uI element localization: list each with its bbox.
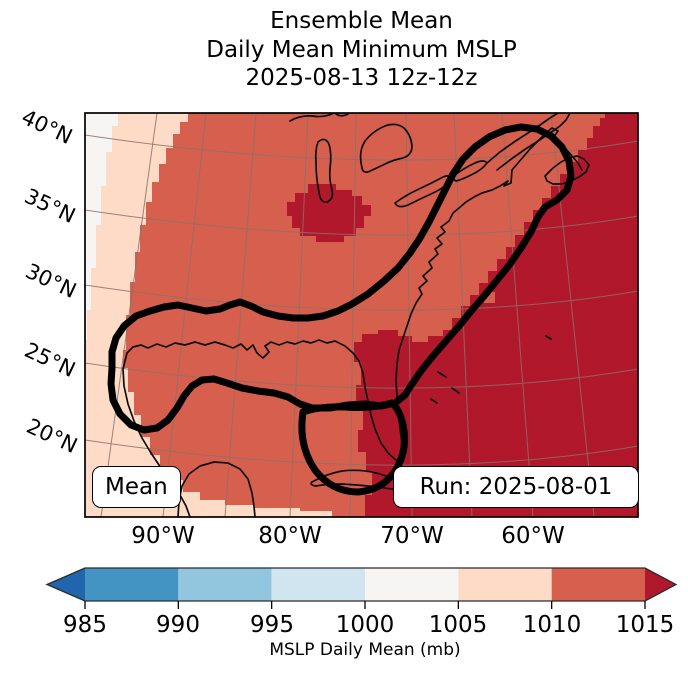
map-frame — [84, 112, 639, 518]
parallel-20n — [85, 439, 638, 466]
colorbar-seg-985-990 — [85, 568, 179, 601]
coast-yucatan — [177, 461, 256, 517]
lake-ontario — [452, 160, 488, 182]
coast-st-lawrence-north — [486, 113, 559, 164]
title-line-3: 2025-08-13 12z-12z — [245, 65, 478, 91]
fill-region-over-1015-midwest — [287, 184, 371, 242]
parallel-30n — [85, 284, 638, 311]
lake-michigan — [314, 138, 334, 203]
meridian-60w — [501, 113, 534, 517]
colorbar-tick-1015: 1015 — [615, 612, 675, 638]
colorbar-seg-1000-1005 — [365, 568, 459, 601]
run-annotation-box: Run: 2025-08-01 — [393, 466, 639, 508]
mean-contour — [107, 123, 575, 496]
mean-annotation-text: Mean — [105, 474, 168, 500]
title-line-2: Daily Mean Minimum MSLP — [206, 36, 517, 63]
lon-label-70w: 70°W — [380, 523, 444, 549]
colorbar-under-arrow — [47, 568, 85, 601]
islands-bahamas — [430, 335, 552, 404]
colorbar-tick-1005: 1005 — [428, 612, 488, 638]
colorbar-seg-995-1000 — [271, 568, 365, 601]
meridian-75w — [349, 113, 357, 517]
colorbar-over-arrow — [645, 568, 676, 601]
parallel-35n — [85, 209, 638, 236]
fill-region-1000-1005 — [85, 113, 118, 340]
mean-contour-main — [107, 123, 575, 434]
colorbar-tick-985: 985 — [63, 612, 107, 638]
run-annotation-text: Run: 2025-08-01 — [419, 474, 613, 500]
lake-huron — [359, 123, 413, 174]
meridian-55w — [550, 113, 595, 517]
colorbar — [45, 567, 678, 609]
title-line-1: Ensemble Mean — [270, 8, 453, 34]
lon-label-90w: 90°W — [131, 523, 195, 549]
fill-region-over-1015-atlantic — [354, 113, 638, 517]
fill-speck-1010 — [484, 292, 495, 303]
colorbar-seg-990-995 — [178, 568, 272, 601]
graticule — [85, 113, 638, 517]
colorbar-tick-990: 990 — [156, 612, 200, 638]
lon-label-60w: 60°W — [501, 523, 565, 549]
colorbar-tick-1010: 1010 — [522, 612, 582, 638]
meridian-90w — [162, 113, 207, 517]
plot-title: Ensemble Mean Daily Mean Minimum MSLP 20… — [85, 7, 638, 93]
lon-label-80w: 80°W — [258, 523, 322, 549]
colorbar-tickmarks — [84, 601, 646, 609]
colorbar-tick-1000: 1000 — [335, 612, 395, 638]
coast-st-lawrence-south — [496, 113, 571, 171]
mean-annotation-box: Mean — [92, 466, 181, 508]
colorbar-seg-1005-1010 — [458, 568, 552, 601]
mean-contour-florida-loop — [298, 399, 408, 496]
colorbar-tick-995: 995 — [250, 612, 294, 638]
colorbar-axis-label: MSLP Daily Mean (mb) — [269, 640, 461, 660]
coast-nova-scotia — [544, 155, 590, 185]
meridian-95w — [100, 113, 158, 517]
meridian-85w — [224, 113, 257, 517]
meridian-70w — [405, 113, 413, 517]
colorbar-seg-1010-1015 — [551, 568, 645, 601]
parallel-40n — [85, 134, 638, 161]
parallel-25n — [85, 362, 638, 389]
